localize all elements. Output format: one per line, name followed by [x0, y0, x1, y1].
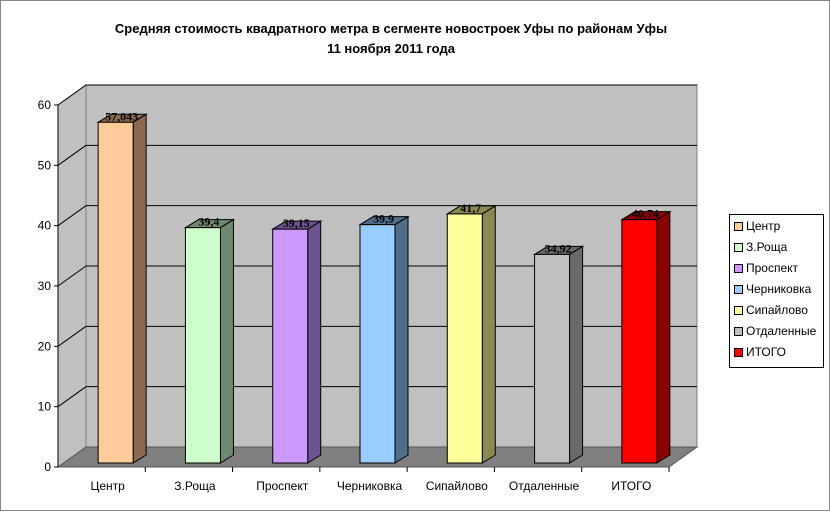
legend-label: З.Роща — [746, 240, 788, 254]
bar-side — [132, 113, 147, 464]
legend-swatch — [734, 326, 743, 336]
bar-side — [219, 218, 234, 464]
legend-label: Центр — [746, 219, 781, 233]
bar — [359, 224, 396, 464]
bar — [97, 121, 134, 464]
gridline-side — [57, 84, 87, 106]
bar-side — [394, 215, 409, 464]
bar-side — [656, 210, 671, 464]
y-tick-label: 30 — [38, 279, 52, 293]
data-label: 41,7 — [460, 201, 481, 215]
legend-item: Проспект — [730, 258, 823, 278]
bar — [621, 219, 658, 464]
legend: Центр З.Роща Проспект Черниковка Сипайлово От… — [729, 214, 824, 368]
x-tick-label: ИТОГО — [611, 479, 651, 493]
bar — [534, 253, 571, 464]
legend-item: Сипайлово — [730, 300, 823, 320]
data-label: 39,4 — [198, 215, 219, 229]
x-tick-label: Черниковка — [337, 479, 403, 493]
legend-swatch — [734, 242, 743, 252]
gridline-side — [57, 386, 87, 408]
x-tick-label: З.Роща — [174, 479, 216, 493]
legend-swatch — [734, 284, 743, 294]
legend-item: Черниковка — [730, 279, 823, 299]
y-tick-label: 10 — [38, 400, 52, 414]
legend-swatch — [734, 263, 743, 273]
bar-side — [569, 245, 584, 464]
legend-item: ИТОГО — [730, 342, 823, 362]
gridline-side — [57, 205, 87, 227]
legend-item: З.Роща — [730, 237, 823, 257]
bar — [272, 228, 309, 464]
legend-label: Проспект — [746, 261, 799, 275]
legend-swatch — [734, 347, 743, 357]
legend-label: ИТОГО — [746, 345, 786, 359]
legend-item: Отдаленные — [730, 321, 823, 341]
y-tick-label: 20 — [38, 339, 52, 353]
legend-label: Сипайлово — [746, 303, 808, 317]
y-tick-label: 50 — [38, 158, 52, 172]
gridline-side — [57, 265, 87, 287]
data-label: 34,92 — [545, 241, 572, 255]
legend-swatch — [734, 221, 743, 231]
y-tick-label: 0 — [44, 460, 51, 474]
data-label: 39,9 — [373, 212, 394, 226]
gridline-side — [57, 325, 87, 347]
bar-side — [307, 220, 322, 464]
legend-item: Центр — [730, 216, 823, 236]
bar — [446, 213, 483, 464]
y-tick-label: 40 — [38, 219, 52, 233]
x-tick-label: Проспект — [256, 479, 309, 493]
x-tick-label: Центр — [90, 479, 125, 493]
legend-swatch — [734, 305, 743, 315]
y-tick-label: 60 — [38, 98, 52, 112]
data-label: 39,15 — [283, 216, 310, 230]
gridline-side — [57, 144, 87, 166]
legend-label: Отдаленные — [746, 324, 817, 338]
x-tick-label: Отдаленные — [509, 479, 580, 493]
legend-label: Черниковка — [746, 282, 812, 296]
data-label: 57,043 — [105, 109, 138, 123]
chart-title: Средняя стоимость квадратного метра в се… — [114, 21, 668, 56]
bar-side — [481, 205, 496, 464]
bar — [184, 227, 221, 464]
x-tick-label: Сипайлово — [426, 479, 488, 493]
data-label: 40,74 — [632, 207, 659, 221]
